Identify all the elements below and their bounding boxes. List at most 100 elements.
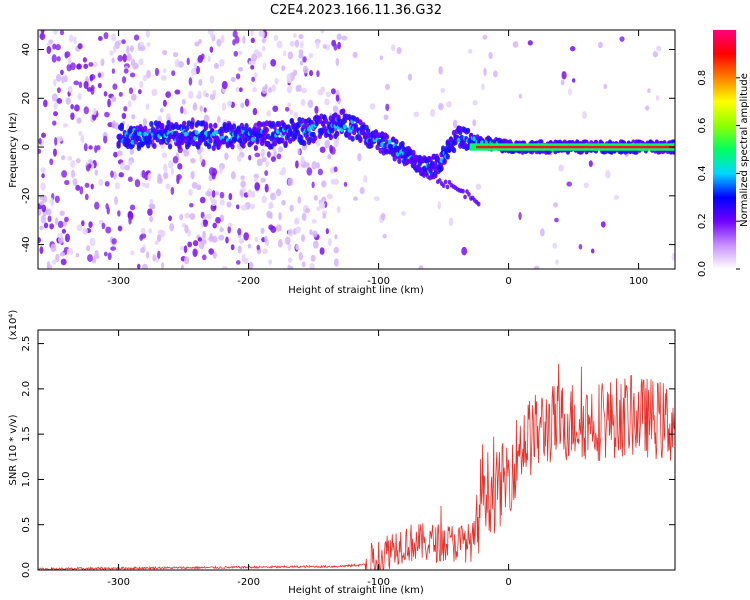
spectrogram-noise-blob bbox=[78, 81, 83, 89]
spectrogram-noise-blob bbox=[329, 144, 333, 154]
spectrogram-noise-blob bbox=[38, 148, 42, 154]
spectrogram-noise-blob bbox=[162, 99, 167, 107]
snr-y-ticks: 0.0 0.5 1.0 1.5 2.0 2.5 bbox=[21, 336, 675, 578]
spectrogram-noise-blob bbox=[52, 120, 57, 126]
spectrogram-noise-blob bbox=[287, 102, 292, 108]
spectrogram-noise-blob bbox=[242, 35, 246, 44]
spectrogram-noise-blob bbox=[123, 68, 129, 74]
spectrogram-band-blob bbox=[208, 137, 213, 144]
spectrogram-noise-blob bbox=[438, 102, 444, 111]
spectrogram-noise-blob bbox=[57, 220, 64, 229]
spectrogram-noise-blob bbox=[86, 87, 93, 92]
spectrogram-noise-blob bbox=[148, 203, 154, 209]
spectrogram-noise-blob bbox=[65, 97, 71, 105]
spectrogram-band-blob bbox=[330, 127, 335, 134]
spectrogram-noise-blob bbox=[190, 170, 195, 180]
spectrogram-peak-blob bbox=[250, 137, 255, 142]
spectrogram-noise-blob bbox=[67, 85, 73, 93]
spectrogram-y-tick-label: 20 bbox=[21, 92, 32, 105]
spectrogram-band-blob bbox=[272, 140, 277, 147]
spectrogram-noise-blob bbox=[273, 34, 279, 42]
spectrogram-noise-blob bbox=[137, 89, 142, 95]
spectrogram-noise-blob bbox=[176, 174, 182, 180]
snr-x-tick-label: -100 bbox=[367, 577, 390, 588]
spectrogram-noise-blob bbox=[379, 55, 384, 61]
snr-x-label: Height of straight line (km) bbox=[288, 585, 424, 596]
spectrogram-noise-blob bbox=[199, 196, 206, 204]
spectrogram-noise-blob bbox=[170, 167, 175, 175]
spectrogram-band-blob bbox=[149, 120, 154, 127]
spectrogram-band-blob bbox=[208, 123, 213, 130]
snr-y-tick-label: 0.5 bbox=[21, 517, 32, 533]
spectrogram-noise-blob bbox=[196, 184, 202, 191]
spectrogram-noise-blob bbox=[482, 34, 488, 40]
spectrogram-noise-blob bbox=[103, 91, 108, 97]
spectrogram-noise-blob bbox=[59, 210, 65, 216]
colorbar: 0.0 0.2 0.4 0.6 0.8 Normalized spectral ampl… bbox=[697, 30, 750, 277]
spectrogram-noise-blob bbox=[300, 234, 306, 242]
spectrogram-noise-blob bbox=[59, 252, 66, 257]
spectrogram-noise-blob bbox=[112, 83, 118, 90]
spectrogram-noise-blob bbox=[203, 114, 210, 123]
spectrogram-band-blob bbox=[136, 135, 142, 142]
spectrogram-noise-blob bbox=[210, 204, 217, 212]
spectrogram-noise-blob bbox=[128, 87, 134, 95]
spectrogram-noise-blob bbox=[270, 192, 276, 201]
spectrogram-noise-blob bbox=[600, 221, 606, 228]
spectrogram-noise-blob bbox=[199, 105, 203, 112]
spectrogram-noise-blob bbox=[301, 261, 306, 268]
spectrogram-noise-blob bbox=[53, 78, 57, 87]
spectrogram-noise-blob bbox=[139, 80, 144, 89]
spectrogram-noise-blob bbox=[295, 226, 302, 234]
snr-y-tick-label: 1.5 bbox=[21, 426, 32, 442]
spectrogram-x-tick-label: 100 bbox=[629, 276, 648, 287]
spectrogram-noise-blob bbox=[647, 88, 651, 94]
spectrogram-noise-blob bbox=[88, 221, 93, 229]
spectrogram-noise-blob bbox=[238, 50, 243, 56]
spectrogram-noise-blob bbox=[539, 228, 545, 237]
spectrogram-noise-blob bbox=[86, 245, 91, 252]
spectrogram-noise-blob bbox=[566, 181, 573, 187]
spectrogram-noise-blob bbox=[146, 69, 151, 79]
spectrogram-noise-blob bbox=[129, 204, 136, 211]
spectrogram-noise-blob bbox=[238, 237, 245, 245]
spectrogram-noise-blob bbox=[314, 105, 319, 114]
spectrogram-noise-blob bbox=[210, 33, 214, 39]
spectrogram-peak-blob bbox=[194, 130, 199, 136]
spectrogram-noise-blob bbox=[196, 94, 202, 100]
spectrogram-noise-blob bbox=[39, 246, 44, 255]
spectrogram-noise-blob bbox=[289, 204, 294, 212]
snr-y-multiplier: (x10⁴) bbox=[8, 310, 19, 341]
spectrogram-noise-blob bbox=[275, 224, 282, 232]
spectrogram-noise-blob bbox=[180, 264, 185, 269]
spectrogram-noise-blob bbox=[270, 156, 276, 162]
spectrogram-noise-blob bbox=[111, 68, 115, 74]
spectrogram-noise-blob bbox=[568, 87, 572, 96]
spectrogram-noise-blob bbox=[118, 91, 123, 97]
spectrogram-band-blob bbox=[280, 137, 285, 144]
spectrogram-noise-blob bbox=[251, 191, 256, 198]
spectrogram-noise-blob bbox=[268, 259, 273, 265]
spectrogram-noise-blob bbox=[87, 254, 93, 262]
spectrogram-noise-blob bbox=[219, 191, 225, 199]
spectrogram-noise-blob bbox=[385, 103, 390, 112]
spectrogram-noise-blob bbox=[64, 180, 70, 186]
spectrogram-noise-blob bbox=[169, 223, 175, 232]
spectrogram-noise-blob bbox=[578, 243, 583, 250]
spectrogram-noise-blob bbox=[300, 156, 305, 165]
spectrogram-noise-blob bbox=[59, 30, 65, 36]
spectrogram-noise-blob bbox=[312, 230, 318, 238]
spectrogram-noise-blob bbox=[49, 223, 54, 230]
spectrogram-noise-blob bbox=[209, 75, 215, 84]
spectrogram-noise-blob bbox=[237, 67, 244, 72]
spectrogram-noise-blob bbox=[227, 225, 231, 234]
spectrogram-band-blob bbox=[185, 124, 190, 131]
spectrogram-noise-blob bbox=[107, 122, 114, 128]
spectrogram-noise-blob bbox=[126, 53, 132, 62]
spectrogram-noise-blob bbox=[302, 56, 307, 63]
snr-y-label: SNR (10 * v/v) bbox=[8, 414, 19, 485]
spectrogram-noise-blob bbox=[149, 215, 154, 223]
spectrogram-noise-blob bbox=[60, 258, 67, 266]
spectrogram-noise-blob bbox=[52, 148, 57, 157]
